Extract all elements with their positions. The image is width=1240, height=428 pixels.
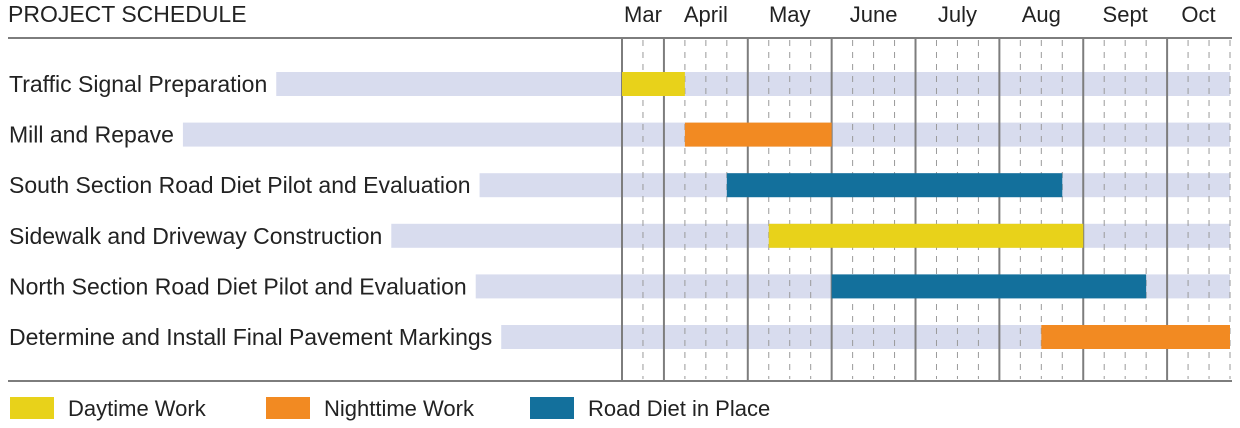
month-label: April xyxy=(684,2,728,27)
task-label-layer: Traffic Signal Preparation Mill and Repav… xyxy=(9,71,492,350)
month-label-layer: Mar April May June July Aug Sept Oct xyxy=(624,2,1216,27)
chart-title: PROJECT SCHEDULE xyxy=(8,1,247,27)
bar-layer xyxy=(622,72,1230,349)
task-label: North Section Road Diet Pilot and Evalua… xyxy=(9,273,467,299)
legend-label: Nighttime Work xyxy=(324,396,475,421)
month-label: Sept xyxy=(1103,2,1148,27)
task-label: South Section Road Diet Pilot and Evalua… xyxy=(9,172,471,198)
month-label: Mar xyxy=(624,2,662,27)
task-bar xyxy=(622,72,685,96)
legend-swatch xyxy=(10,397,54,419)
month-label: July xyxy=(938,2,977,27)
task-bar xyxy=(768,223,1084,248)
task-track xyxy=(276,72,1230,96)
month-label: May xyxy=(769,2,811,27)
legend: Daytime Work Nighttime Work Road Diet in P… xyxy=(10,396,770,421)
track-layer xyxy=(182,72,1230,349)
task-bar xyxy=(831,274,1147,299)
task-label: Determine and Install Final Pavement Mar… xyxy=(9,324,492,350)
task-label: Mill and Repave xyxy=(9,122,174,148)
month-label: Aug xyxy=(1022,2,1061,27)
legend-swatch xyxy=(266,397,310,419)
task-label: Sidewalk and Driveway Construction xyxy=(9,223,382,249)
month-label: Oct xyxy=(1181,2,1215,27)
task-label: Traffic Signal Preparation xyxy=(9,71,267,97)
month-label: June xyxy=(850,2,898,27)
legend-swatch xyxy=(530,397,574,419)
task-bar xyxy=(684,122,832,147)
legend-label: Daytime Work xyxy=(68,396,207,421)
task-bar xyxy=(1041,325,1230,349)
task-bar xyxy=(726,173,1063,198)
grid-layer xyxy=(621,38,1231,381)
legend-label: Road Diet in Place xyxy=(588,396,770,421)
